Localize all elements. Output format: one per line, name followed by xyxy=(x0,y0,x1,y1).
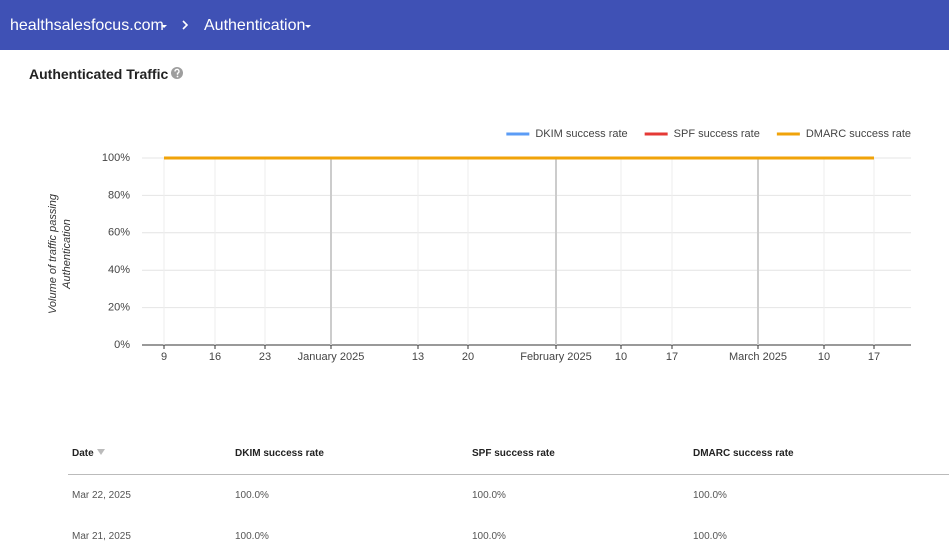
table-cell: 100.0% xyxy=(472,531,506,542)
y-tick-label: 40% xyxy=(108,264,130,276)
x-tick-label: 10 xyxy=(818,351,830,363)
x-tick-label: 17 xyxy=(868,351,880,363)
table-cell: 100.0% xyxy=(235,490,269,501)
x-tick-label: 23 xyxy=(259,351,271,363)
table-cell: 100.0% xyxy=(235,531,269,542)
legend-label: DKIM success rate xyxy=(535,128,627,140)
y-tick-label: 100% xyxy=(102,152,130,164)
x-tick-label: January 2025 xyxy=(298,351,365,363)
help-icon[interactable] xyxy=(170,66,184,80)
column-header[interactable]: DMARC success rate xyxy=(693,448,794,459)
x-tick-label: 9 xyxy=(161,351,167,363)
table-cell: 100.0% xyxy=(693,531,727,542)
x-tick-label: 17 xyxy=(666,351,678,363)
x-tick-label: 20 xyxy=(462,351,474,363)
column-header[interactable]: Date xyxy=(72,448,94,459)
column-header[interactable]: DKIM success rate xyxy=(235,448,324,459)
legend-label: SPF success rate xyxy=(674,128,760,140)
x-tick-label: 13 xyxy=(412,351,424,363)
chart: 0% 20% 40% 60% 80% 100% 9 16 23 January 2025 13 20 F… xyxy=(102,128,911,363)
header-icons xyxy=(161,20,311,30)
table-cell: 100.0% xyxy=(472,490,506,501)
legend-label: DMARC success rate xyxy=(806,128,911,140)
y-tick-label: 80% xyxy=(108,189,130,201)
y-tick-label: 60% xyxy=(108,227,130,239)
x-tick-label: February 2025 xyxy=(520,351,592,363)
y-tick-label: 20% xyxy=(108,302,130,314)
chart-title: Authenticated Traffic xyxy=(29,66,169,82)
table-cell: 100.0% xyxy=(693,490,727,501)
table-cell: Mar 21, 2025 xyxy=(72,531,131,542)
y-tick-label: 0% xyxy=(114,339,130,351)
table-rule xyxy=(68,449,949,475)
x-tick-label: March 2025 xyxy=(729,351,787,363)
top-bar xyxy=(0,0,949,50)
dashboard-selector[interactable]: Authentication xyxy=(204,17,306,34)
domain-selector[interactable]: healthsalesfocus.com xyxy=(10,17,164,34)
table-cell: Mar 22, 2025 xyxy=(72,490,131,501)
x-tick-label: 10 xyxy=(615,351,627,363)
x-tick-label: 16 xyxy=(209,351,221,363)
column-header[interactable]: SPF success rate xyxy=(472,448,555,459)
